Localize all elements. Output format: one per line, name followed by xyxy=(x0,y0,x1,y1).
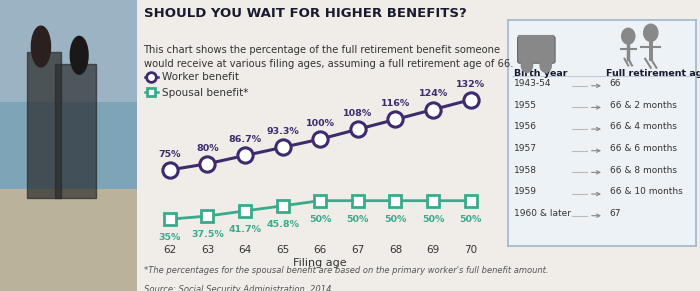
Text: 80%: 80% xyxy=(196,144,218,153)
Circle shape xyxy=(32,26,50,67)
Text: 75%: 75% xyxy=(159,150,181,159)
Text: 37.5%: 37.5% xyxy=(191,230,224,239)
Text: 1960 & later: 1960 & later xyxy=(514,209,570,218)
Text: 1955: 1955 xyxy=(514,101,537,110)
Text: 108%: 108% xyxy=(343,109,372,118)
Circle shape xyxy=(622,28,635,44)
Text: 1957: 1957 xyxy=(514,144,537,153)
Circle shape xyxy=(540,59,552,72)
Text: 1958: 1958 xyxy=(514,166,537,175)
Text: 1956: 1956 xyxy=(514,122,537,131)
Text: 67: 67 xyxy=(610,209,621,218)
Text: 50%: 50% xyxy=(309,214,331,223)
Polygon shape xyxy=(55,64,95,198)
X-axis label: Filing age: Filing age xyxy=(293,258,347,268)
Text: 45.8%: 45.8% xyxy=(266,220,299,229)
Text: 1943-54: 1943-54 xyxy=(514,79,552,88)
Text: 66 & 8 months: 66 & 8 months xyxy=(610,166,676,175)
Text: 66 & 2 months: 66 & 2 months xyxy=(610,101,676,110)
FancyBboxPatch shape xyxy=(517,36,555,63)
Text: 86.7%: 86.7% xyxy=(228,135,262,144)
Text: 66 & 4 months: 66 & 4 months xyxy=(610,122,676,131)
Text: 41.7%: 41.7% xyxy=(228,225,262,234)
Bar xyxy=(0,189,136,291)
Text: 100%: 100% xyxy=(306,119,335,128)
Circle shape xyxy=(643,24,658,41)
Text: 116%: 116% xyxy=(381,99,410,108)
Circle shape xyxy=(522,59,533,72)
Text: *The percentages for the spousal benefit are based on the primary worker's full : *The percentages for the spousal benefit… xyxy=(144,266,548,275)
Text: Full retirement age: Full retirement age xyxy=(606,69,700,78)
Text: 132%: 132% xyxy=(456,80,485,89)
Text: 93.3%: 93.3% xyxy=(266,127,299,136)
Bar xyxy=(0,102,136,189)
Text: 35%: 35% xyxy=(159,233,181,242)
Text: 66 & 10 months: 66 & 10 months xyxy=(610,187,682,196)
Text: This chart shows the percentage of the full retirement benefit someone
would rec: This chart shows the percentage of the f… xyxy=(144,45,513,69)
Bar xyxy=(0,0,136,102)
Text: Birth year: Birth year xyxy=(514,69,567,78)
Text: 1959: 1959 xyxy=(514,187,537,196)
Text: 50%: 50% xyxy=(384,214,407,223)
Text: 66: 66 xyxy=(610,79,621,88)
Text: Source: Social Security Administration, 2014: Source: Social Security Administration, … xyxy=(144,285,331,291)
Text: 124%: 124% xyxy=(419,89,448,98)
Text: 50%: 50% xyxy=(459,214,482,223)
Polygon shape xyxy=(27,52,62,198)
Text: SHOULD YOU WAIT FOR HIGHER BENEFITS?: SHOULD YOU WAIT FOR HIGHER BENEFITS? xyxy=(144,7,466,20)
Text: 50%: 50% xyxy=(422,214,444,223)
Text: 50%: 50% xyxy=(346,214,369,223)
Text: 66 & 6 months: 66 & 6 months xyxy=(610,144,676,153)
Circle shape xyxy=(70,36,88,74)
Legend: Worker benefit, Spousal benefit*: Worker benefit, Spousal benefit* xyxy=(145,72,248,98)
